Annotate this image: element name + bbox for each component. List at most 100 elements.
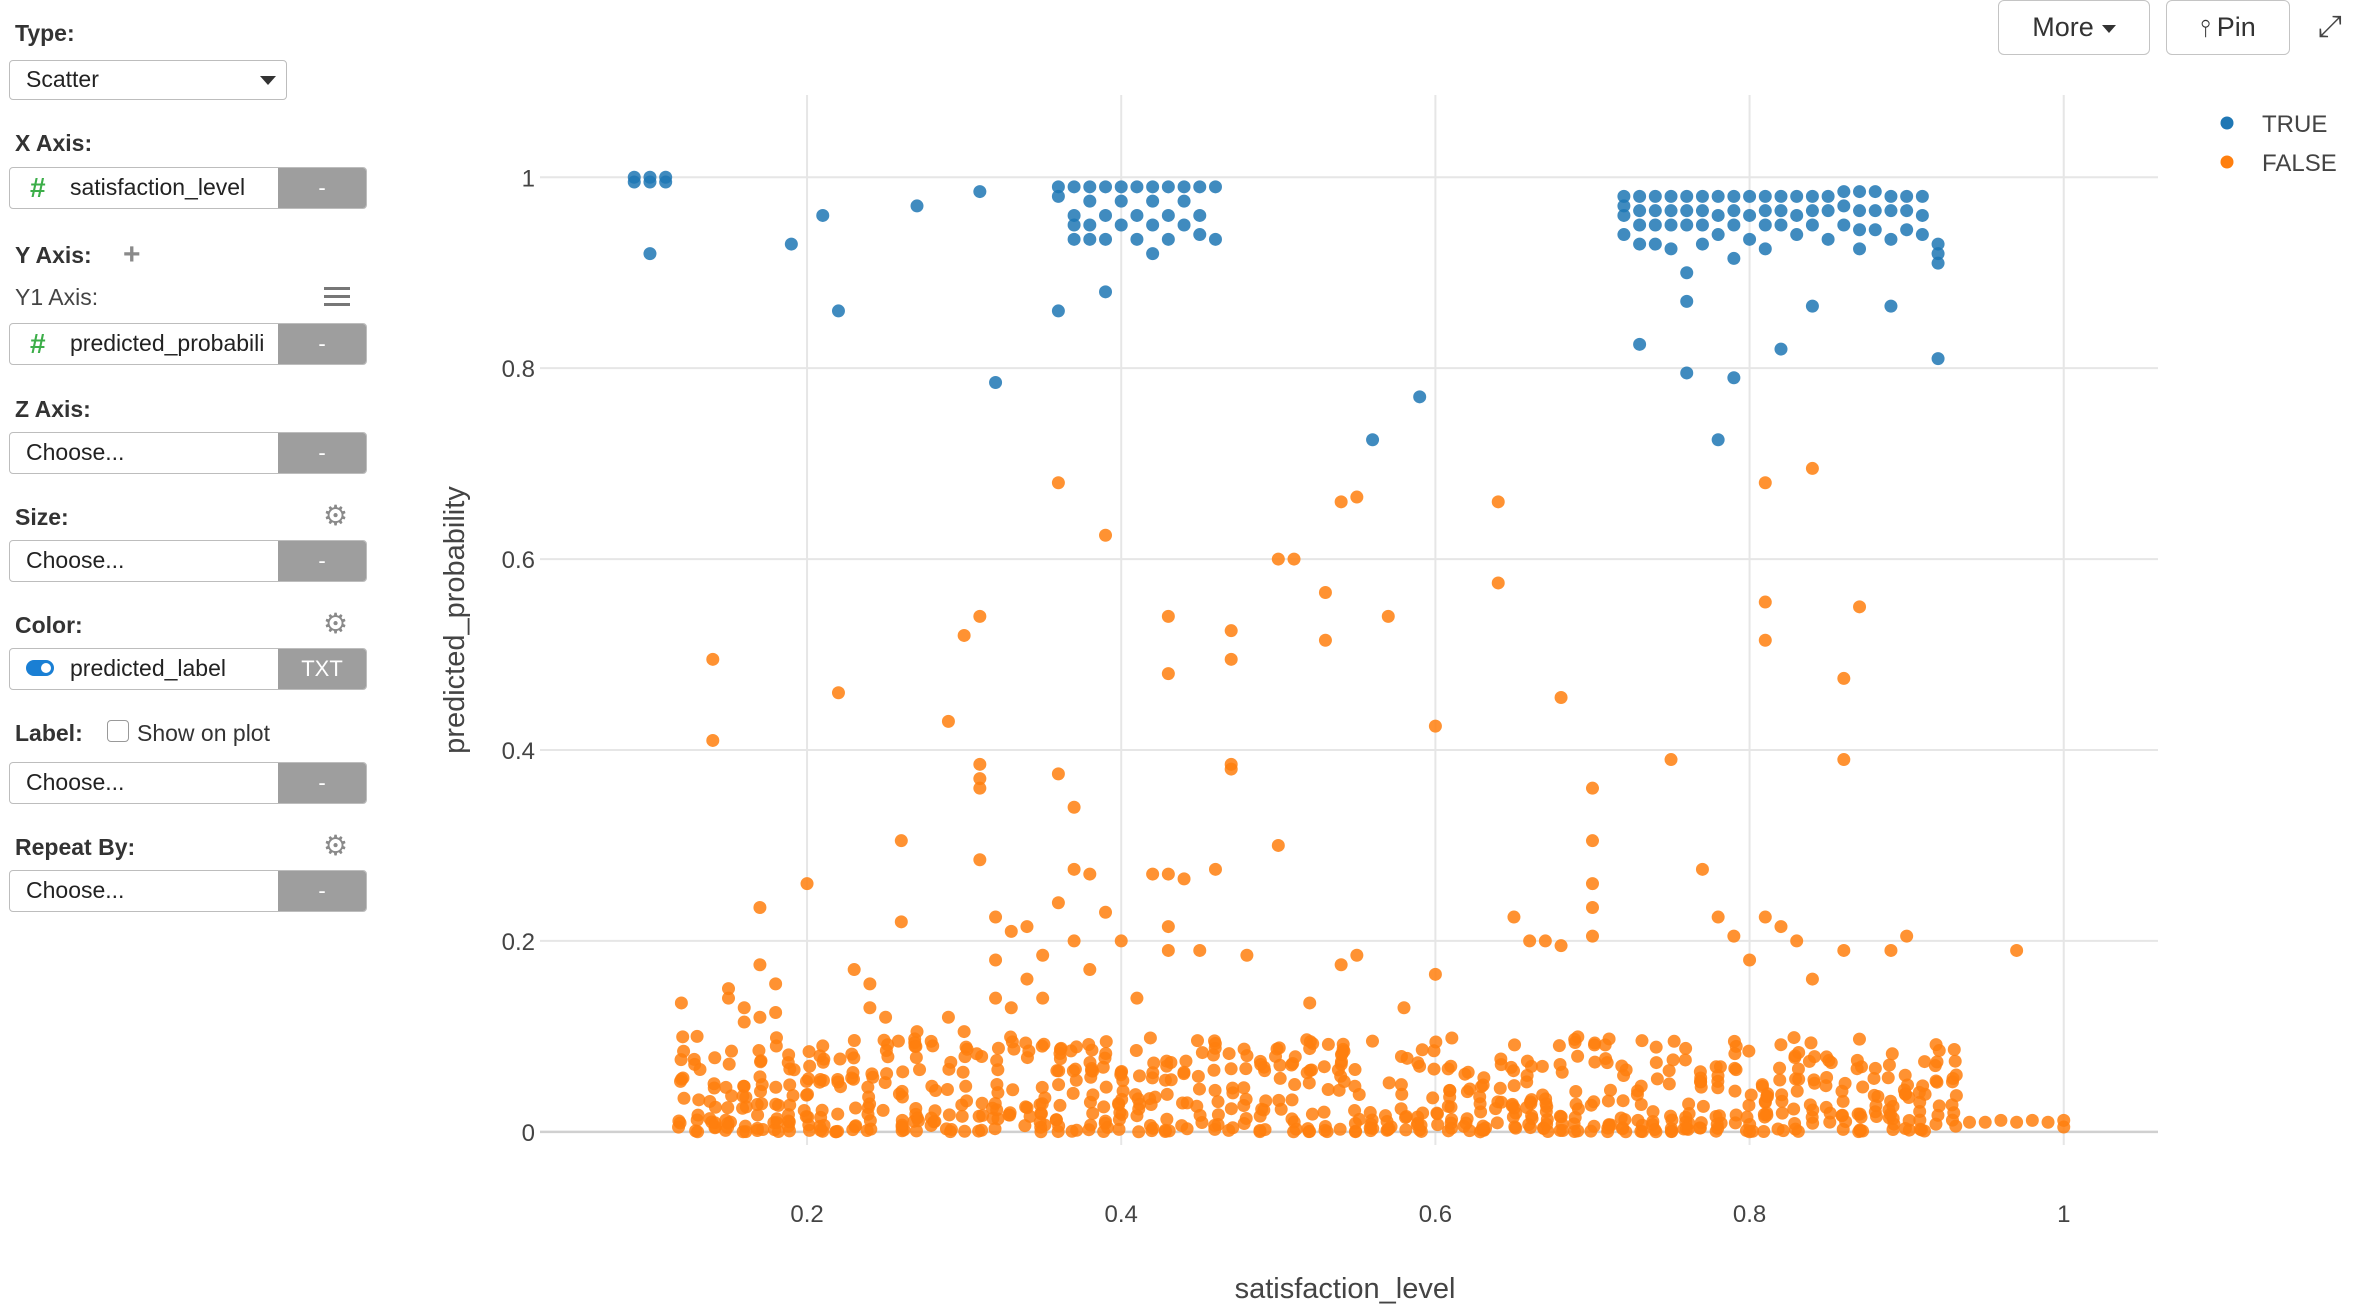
false-point — [1569, 1097, 1583, 1111]
false-point — [1239, 1062, 1253, 1076]
false-point — [1018, 1119, 1032, 1133]
false-point — [1525, 1109, 1539, 1123]
label-remove-button[interactable]: - — [278, 763, 366, 803]
repeat-settings-gear-icon[interactable]: ⚙ — [323, 830, 349, 861]
true-point — [1853, 223, 1867, 237]
false-point — [1415, 1043, 1429, 1057]
color-toggle-icon[interactable] — [26, 660, 54, 676]
show-on-plot-checkbox[interactable] — [107, 720, 129, 742]
false-point — [1928, 1059, 1942, 1073]
false-point — [1791, 1062, 1805, 1076]
false-point — [1067, 862, 1081, 876]
false-point — [1523, 934, 1537, 948]
x-axis-field[interactable]: # satisfaction_level - — [9, 167, 367, 209]
legend[interactable]: TRUE FALSE — [2220, 111, 2337, 177]
size-remove-button[interactable]: - — [278, 541, 366, 581]
false-point — [1443, 1090, 1457, 1104]
true-point — [643, 175, 657, 189]
false-point — [1428, 719, 1442, 733]
size-field[interactable]: Choose... - — [9, 540, 367, 582]
y-tick-label: 0 — [522, 1120, 535, 1147]
color-type-button[interactable]: TXT — [278, 649, 366, 689]
repeat-by-field[interactable]: Choose... - — [9, 870, 367, 912]
true-point — [1083, 194, 1097, 208]
false-point — [1727, 929, 1741, 943]
y1-axis-remove-button[interactable]: - — [278, 324, 366, 364]
true-point — [1884, 232, 1898, 246]
false-point — [1143, 1031, 1157, 1045]
more-button[interactable]: More — [1998, 0, 2150, 55]
true-point — [1711, 208, 1725, 222]
false-point — [891, 1034, 905, 1048]
false-point — [1774, 1038, 1788, 1052]
true-point — [1067, 180, 1081, 194]
false-point — [849, 1101, 863, 1115]
false-point — [1066, 1086, 1080, 1100]
false-point — [753, 1010, 767, 1024]
y1-axis-field[interactable]: # predicted_probabili - — [9, 323, 367, 365]
legend-marker-false — [2220, 155, 2234, 169]
add-y-axis-icon[interactable]: + — [123, 238, 141, 271]
expand-icon[interactable]: ⤢ — [2318, 10, 2342, 43]
true-point — [1067, 208, 1081, 222]
false-point — [1019, 1100, 1033, 1114]
color-field[interactable]: predicted_label TXT — [9, 648, 367, 690]
true-point — [1915, 189, 1929, 203]
false-point — [1427, 1044, 1441, 1058]
true-point — [627, 175, 641, 189]
color-settings-gear-icon[interactable]: ⚙ — [323, 608, 349, 639]
false-point — [876, 1103, 890, 1117]
true-point — [1051, 180, 1065, 194]
false-point — [1271, 838, 1285, 852]
false-point — [1258, 1123, 1272, 1137]
false-point — [770, 1112, 784, 1126]
true-point — [1868, 185, 1882, 199]
false-point — [1541, 1125, 1555, 1139]
false-point — [1190, 1034, 1204, 1048]
repeat-by-remove-button[interactable]: - — [278, 871, 366, 911]
size-settings-gear-icon[interactable]: ⚙ — [323, 500, 349, 531]
false-point — [1273, 1058, 1287, 1072]
false-point — [1177, 1065, 1191, 1079]
false-point — [1365, 1034, 1379, 1048]
z-axis-remove-button[interactable]: - — [278, 433, 366, 473]
false-point — [1363, 1106, 1377, 1120]
z-axis-field[interactable]: Choose... - — [9, 432, 367, 474]
false-point — [1132, 1125, 1146, 1139]
false-point — [894, 915, 908, 929]
false-point — [1318, 633, 1332, 647]
false-point — [1430, 1106, 1444, 1120]
false-point — [1004, 1001, 1018, 1015]
false-point — [1428, 967, 1442, 981]
x-axis-remove-button[interactable]: - — [278, 168, 366, 208]
chart-type-select[interactable]: Scatter — [9, 60, 287, 100]
true-point — [1805, 218, 1819, 232]
false-point — [1146, 1121, 1160, 1135]
false-point — [1631, 1113, 1645, 1127]
y-axis-label: Y Axis: — [15, 242, 92, 268]
label-field[interactable]: Choose... - — [9, 762, 367, 804]
false-point — [973, 609, 987, 623]
menu-icon[interactable] — [324, 287, 350, 311]
false-point — [973, 757, 987, 771]
pin-button[interactable]: ⫯ Pin — [2166, 0, 2290, 55]
false-point — [1743, 953, 1757, 967]
false-point — [816, 1055, 830, 1069]
false-point — [1507, 1079, 1521, 1093]
false-point — [957, 1025, 971, 1039]
false-point — [1505, 1099, 1519, 1113]
numeric-type-icon: # — [30, 172, 46, 203]
false-point — [1695, 862, 1709, 876]
false-point — [1224, 652, 1238, 666]
false-point — [1051, 476, 1065, 490]
y-tick-label: 0.8 — [502, 356, 535, 383]
false-point — [1739, 1124, 1753, 1138]
false-point — [989, 953, 1003, 967]
false-point — [1006, 1083, 1020, 1097]
false-point — [1224, 762, 1238, 776]
false-point — [2010, 1115, 2024, 1129]
false-point — [1884, 943, 1898, 957]
false-point — [1035, 1039, 1049, 1053]
false-point — [1711, 1074, 1725, 1088]
false-point — [1757, 1125, 1771, 1139]
